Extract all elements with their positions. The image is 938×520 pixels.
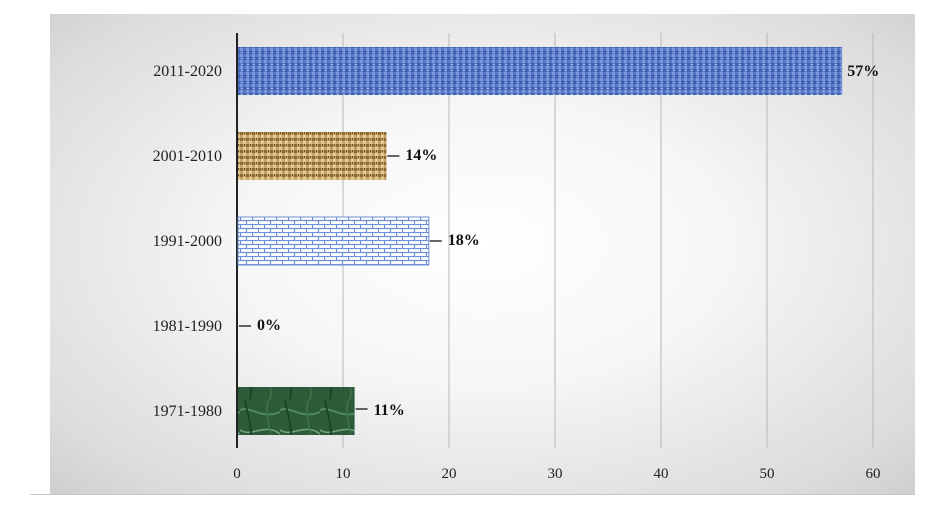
category-label: 2011-2020 (153, 63, 222, 80)
data-label: 57% (847, 63, 879, 80)
category-label: 1981-1990 (153, 318, 222, 335)
bars (237, 47, 843, 435)
data-label: 11% (374, 402, 405, 419)
x-tick-label: 0 (233, 466, 241, 482)
data-label: 18% (448, 232, 480, 249)
data-label: 0% (257, 317, 281, 334)
frame-bottom-line (30, 494, 915, 495)
x-tick-label: 20 (442, 466, 457, 482)
x-tick-label: 40 (654, 466, 669, 482)
category-label: 1971-1980 (153, 403, 222, 420)
x-tick-label: 50 (760, 466, 775, 482)
x-tick-label: 30 (548, 466, 563, 482)
category-label: 1991-2000 (153, 233, 222, 250)
bar-1991-2000 (237, 216, 430, 266)
bar-2011-2020 (238, 47, 843, 95)
labels: 0 10 20 30 40 50 60 1971-1980 11% 1981-1990 0% 1991… (153, 63, 881, 482)
category-label: 2001-2010 (153, 148, 222, 165)
bar-1971-1980 (238, 387, 355, 435)
x-tick-label: 10 (336, 466, 351, 482)
x-tick-label: 60 (866, 466, 881, 482)
data-label: 14% (405, 147, 437, 164)
gridlines (236, 33, 874, 448)
bar-2001-2010 (238, 132, 387, 180)
